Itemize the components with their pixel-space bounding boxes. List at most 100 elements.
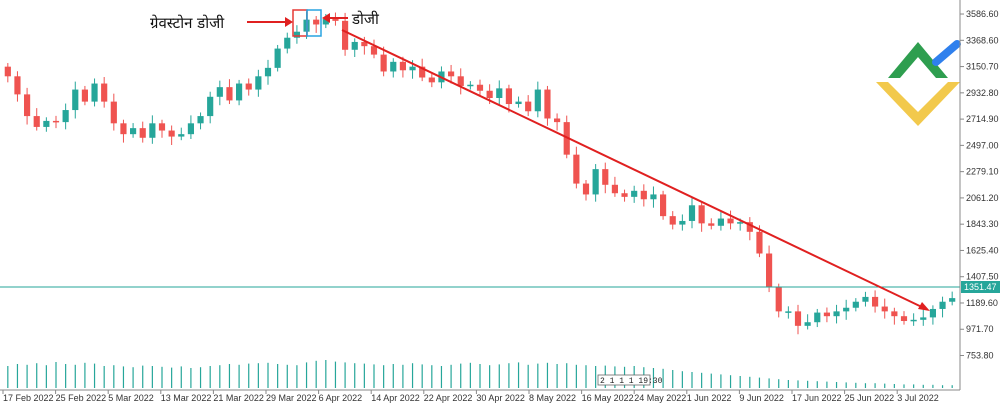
candle-body xyxy=(534,89,541,112)
candlestick xyxy=(766,245,773,293)
candlestick xyxy=(187,115,194,139)
candle-body xyxy=(4,66,11,77)
candlestick xyxy=(679,214,686,231)
gravestone-doji-label: ग्रेवस्टोन डोजी xyxy=(150,14,225,32)
candle-body xyxy=(833,311,840,317)
y-tick-label: 3368.60 xyxy=(966,35,999,45)
candle-body xyxy=(544,89,551,119)
x-tick-label: 1 Jun 2022 xyxy=(687,393,732,403)
y-tick-label: 3150.70 xyxy=(966,62,999,72)
candle-body xyxy=(688,205,696,221)
volume-bars xyxy=(7,360,953,388)
candlestick xyxy=(544,85,551,126)
candle-body xyxy=(891,311,898,317)
candle-body xyxy=(949,298,956,302)
candlestick xyxy=(4,63,11,83)
candlestick xyxy=(573,146,580,189)
candlestick xyxy=(602,162,609,194)
candlestick xyxy=(660,190,667,220)
candlestick xyxy=(775,283,782,318)
y-tick-label: 2497.00 xyxy=(966,140,999,150)
candle-body xyxy=(81,89,88,102)
x-tick-label: 24 May 2022 xyxy=(634,393,686,403)
candlestick-series xyxy=(4,11,956,335)
x-tick-label: 6 Apr 2022 xyxy=(319,393,363,403)
candle-body xyxy=(313,19,320,25)
candlestick xyxy=(621,189,628,202)
x-tick-label: 17 Feb 2022 xyxy=(3,393,54,403)
candlestick xyxy=(554,113,561,131)
doji-box xyxy=(306,9,322,37)
candlestick xyxy=(130,123,137,138)
candle-body xyxy=(236,83,243,101)
candlestick xyxy=(717,212,724,231)
doji-label: डोजी xyxy=(351,10,380,28)
candle-body xyxy=(101,83,108,102)
y-tick-label: 1189.60 xyxy=(966,298,998,308)
x-tick-label: 25 Feb 2022 xyxy=(56,393,107,403)
x-tick-label: 25 Jun 2022 xyxy=(845,393,895,403)
x-tick-label: 5 Mar 2022 xyxy=(108,393,154,403)
candlestick xyxy=(399,56,406,78)
candle-body xyxy=(717,218,724,226)
candlestick xyxy=(293,25,300,44)
candlestick xyxy=(158,119,166,138)
candlestick xyxy=(698,201,705,232)
broker-logo xyxy=(876,40,961,126)
candlestick xyxy=(582,179,590,201)
candle-body xyxy=(370,46,378,55)
x-tick-label: 14 Apr 2022 xyxy=(371,393,420,403)
candle-body xyxy=(72,89,79,111)
candle-body xyxy=(24,94,31,117)
trendline-arrowhead xyxy=(918,302,930,311)
candle-body xyxy=(602,169,609,185)
candle-body xyxy=(525,101,532,112)
candlestick xyxy=(264,59,272,85)
y-tick-label: 2279.10 xyxy=(966,167,999,177)
y-tick-label: 1407.50 xyxy=(966,272,999,282)
y-tick-label: 2932.80 xyxy=(966,88,999,98)
candle-body xyxy=(130,128,137,135)
time-badge-bg xyxy=(597,374,651,386)
y-tick-label: 971.70 xyxy=(966,324,994,334)
candle-body xyxy=(62,110,69,123)
candle-body xyxy=(293,31,300,38)
candle-body xyxy=(409,66,416,71)
candlestick xyxy=(168,125,175,146)
candlestick xyxy=(207,91,214,124)
candle-body xyxy=(939,301,946,309)
candlestick xyxy=(197,112,204,130)
y-tick-label: 2714.90 xyxy=(966,114,999,124)
candlestick xyxy=(149,115,156,144)
candle-body xyxy=(621,193,628,197)
candlestick xyxy=(814,308,821,328)
candlestick xyxy=(351,38,358,58)
x-tick-label: 17 Jun 2022 xyxy=(792,393,842,403)
time-badge-label: 2 1 1 1 19:30 xyxy=(600,377,663,386)
candle-body xyxy=(775,287,782,312)
candle-body xyxy=(264,67,272,77)
candlestick xyxy=(727,210,734,230)
y-tick-label: 1843.30 xyxy=(966,219,999,229)
candle-body xyxy=(611,184,618,194)
x-tick-label: 21 Mar 2022 xyxy=(213,393,264,403)
candlestick xyxy=(81,85,88,106)
candle-body xyxy=(582,183,590,195)
candle-body xyxy=(737,222,744,224)
candlestick xyxy=(794,304,802,335)
logo-blue-stroke xyxy=(932,40,961,66)
candle-body xyxy=(448,71,455,77)
x-tick-label: 9 Jun 2022 xyxy=(739,393,784,403)
candle-body xyxy=(814,312,821,323)
candle-body xyxy=(756,231,763,254)
candle-body xyxy=(794,311,802,326)
price-badge-label: 1351.47 xyxy=(964,282,997,292)
candlestick xyxy=(390,58,397,78)
candlestick xyxy=(688,197,696,229)
candle-body xyxy=(467,84,474,87)
x-tick-label: 30 Apr 2022 xyxy=(476,393,525,403)
candle-body xyxy=(573,154,580,184)
candle-body xyxy=(669,216,676,225)
candlestick xyxy=(236,79,243,106)
candlestick xyxy=(756,225,763,258)
